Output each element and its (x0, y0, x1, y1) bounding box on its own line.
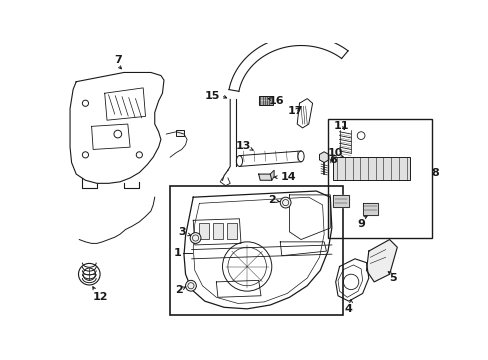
Text: 6: 6 (329, 155, 337, 165)
Text: 7: 7 (114, 55, 122, 65)
Text: 11: 11 (333, 121, 349, 131)
Polygon shape (319, 152, 328, 163)
Text: 8: 8 (430, 167, 438, 177)
Polygon shape (366, 239, 396, 282)
Text: 4: 4 (344, 304, 352, 314)
Text: 2: 2 (267, 195, 275, 205)
Text: 17: 17 (287, 106, 303, 116)
FancyBboxPatch shape (213, 223, 223, 239)
Text: 10: 10 (327, 148, 343, 158)
Text: 1: 1 (174, 248, 182, 258)
Text: 12: 12 (93, 292, 108, 302)
FancyBboxPatch shape (199, 223, 209, 239)
Circle shape (190, 233, 201, 243)
Text: 13: 13 (235, 141, 250, 150)
Text: 3: 3 (178, 227, 185, 237)
Text: 2: 2 (175, 285, 183, 294)
Polygon shape (270, 170, 274, 180)
Text: 5: 5 (389, 273, 396, 283)
Text: 16: 16 (268, 96, 284, 106)
FancyBboxPatch shape (258, 95, 272, 105)
Polygon shape (333, 195, 348, 207)
Polygon shape (258, 174, 271, 180)
Circle shape (280, 197, 290, 208)
Circle shape (185, 280, 196, 291)
Text: 9: 9 (356, 219, 365, 229)
Text: 15: 15 (204, 91, 220, 100)
FancyBboxPatch shape (226, 223, 237, 239)
FancyBboxPatch shape (176, 130, 183, 136)
Text: 14: 14 (280, 172, 295, 182)
Polygon shape (362, 203, 377, 215)
FancyBboxPatch shape (333, 157, 409, 180)
